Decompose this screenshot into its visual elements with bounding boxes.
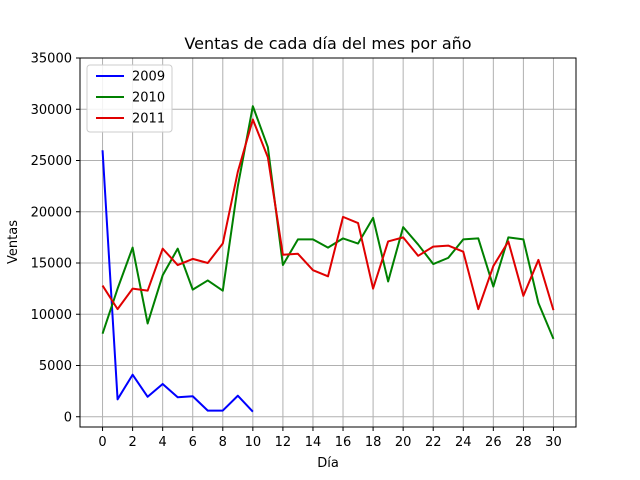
x-tick-label: 2 <box>128 435 136 450</box>
y-tick-label: 30000 <box>31 103 72 118</box>
y-tick-label: 20000 <box>31 205 72 220</box>
x-tick-label: 14 <box>305 435 322 450</box>
y-tick-label: 0 <box>64 410 72 425</box>
x-tick-label: 8 <box>219 435 227 450</box>
x-tick-label: 30 <box>545 435 562 450</box>
series-line-2011 <box>101 118 555 311</box>
x-tick-label: 22 <box>425 435 442 450</box>
legend-label-2009: 2009 <box>132 70 165 85</box>
ticks: 0 2 4 6 8 10 12 14 16 18 20 22 24 26 28 300500010000150… <box>31 52 562 451</box>
y-tick-label: 5000 <box>39 359 72 374</box>
x-tick-label: 26 <box>485 435 502 450</box>
legend: 2009 2010 2011 <box>86 64 173 133</box>
series-line-2010 <box>101 105 555 340</box>
series-layer <box>101 105 555 413</box>
x-tick-label: 4 <box>159 435 167 450</box>
plot-area-frame <box>79 57 577 428</box>
legend-box <box>86 64 173 133</box>
series-line-2009 <box>101 150 254 413</box>
legend-label-2011: 2011 <box>132 112 165 127</box>
chart-title: Ventas de cada día del mes por año <box>184 34 471 53</box>
y-axis-label: Ventas <box>6 220 21 264</box>
y-tick-label: 25000 <box>31 154 72 169</box>
y-tick-label: 35000 <box>31 52 72 67</box>
legend-label-2010: 2010 <box>132 91 165 106</box>
x-tick-label: 20 <box>395 435 412 450</box>
x-axis-label: Día <box>317 456 339 471</box>
x-tick-label: 10 <box>245 435 262 450</box>
x-tick-label: 18 <box>365 435 382 450</box>
y-tick-label: 10000 <box>31 308 72 323</box>
x-tick-label: 6 <box>189 435 197 450</box>
y-tick-label: 15000 <box>31 257 72 272</box>
x-tick-label: 24 <box>455 435 472 450</box>
x-tick-label: 16 <box>335 435 352 450</box>
x-tick-label: 12 <box>275 435 292 450</box>
x-tick-label: 0 <box>98 435 106 450</box>
x-tick-label: 28 <box>515 435 532 450</box>
